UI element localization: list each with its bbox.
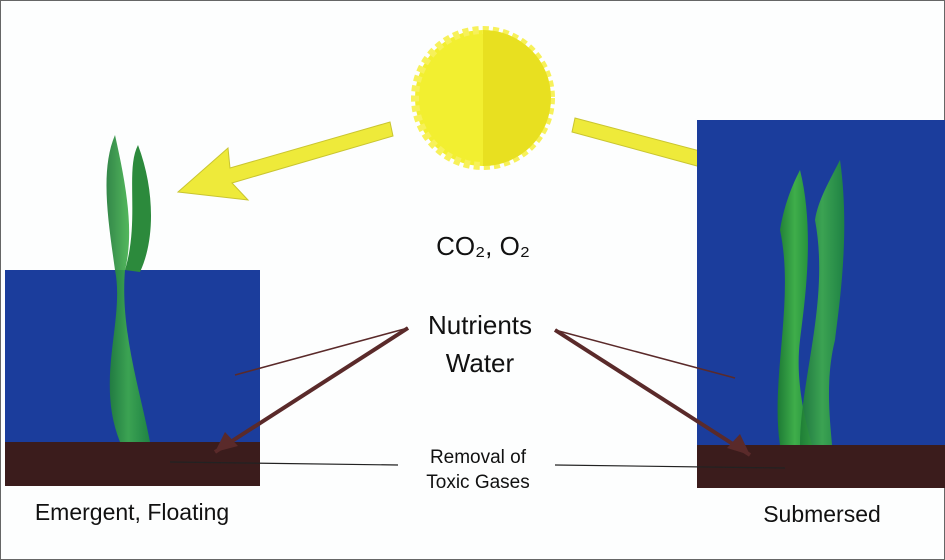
leaf-left (125, 145, 152, 272)
nutrients-label: Nutrients (428, 310, 532, 340)
sun-shade (483, 30, 551, 166)
removal-label: Toxic Gases (426, 472, 529, 493)
right-caption: Submersed (763, 501, 881, 527)
flow-arrows (213, 326, 752, 457)
plant-left (106, 135, 150, 442)
removal-label: Removal of (430, 447, 527, 468)
gases-label: CO₂, O₂ (436, 231, 530, 261)
arrowhead (215, 432, 238, 452)
sediment-right (697, 445, 945, 488)
plant-right-2 (800, 160, 845, 445)
water-label: Water (446, 348, 515, 378)
arrowhead (727, 434, 750, 455)
plant-right-1 (777, 170, 812, 445)
gas-lines (169, 461, 786, 469)
left-caption: Emergent, Floating (35, 499, 229, 525)
light-arrow-left (176, 121, 394, 201)
